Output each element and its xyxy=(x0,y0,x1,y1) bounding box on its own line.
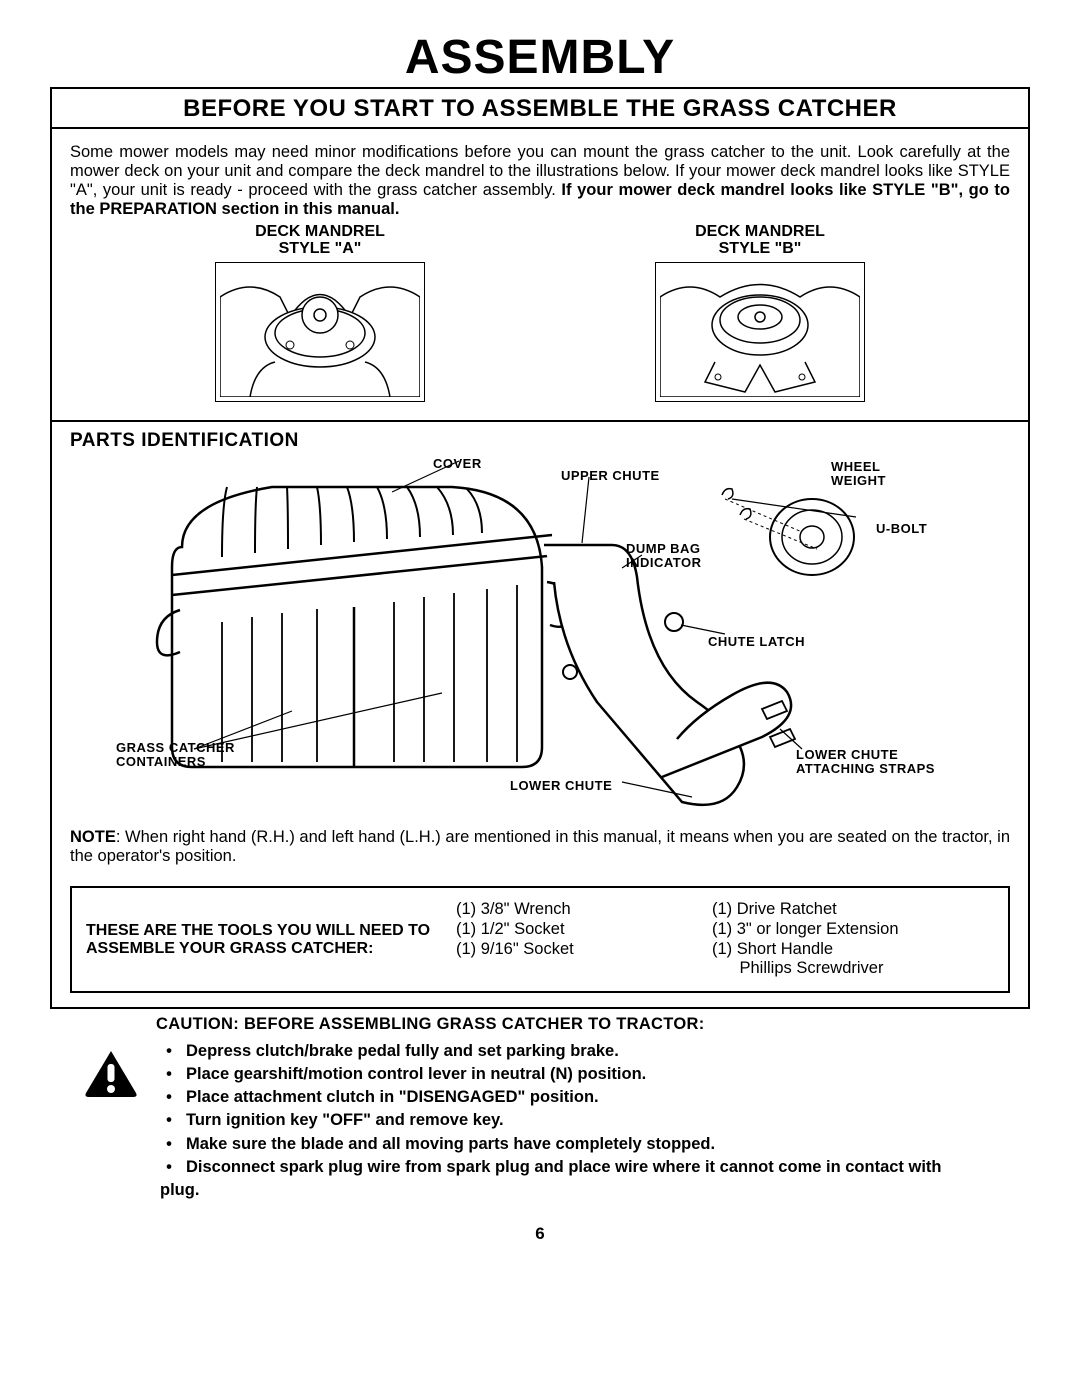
mandrel-b-figure xyxy=(655,262,865,402)
caution-item: Turn ignition key "OFF" and remove key. xyxy=(156,1109,970,1132)
tool-item: (1) 9/16" Socket xyxy=(456,940,712,960)
mandrel-a: DECK MANDREL STYLE "A" xyxy=(215,223,425,402)
mandrel-a-label: DECK MANDREL STYLE "A" xyxy=(215,223,425,258)
tool-item: (1) 3" or longer Extension xyxy=(712,920,968,940)
caution-item: Place attachment clutch in "DISENGAGED" … xyxy=(156,1086,970,1109)
note-body: : When right hand (R.H.) and left hand (… xyxy=(70,828,1010,865)
tools-box: THESE ARE THE TOOLS YOU WILL NEED TO ASS… xyxy=(70,886,1010,993)
mandrel-a-label-line2: STYLE "A" xyxy=(279,240,362,257)
tool-item: (1) 3/8" Wrench xyxy=(456,900,712,920)
callout-ubolt: U-BOLT xyxy=(876,522,927,536)
callout-lower-chute: LOWER CHUTE xyxy=(510,779,612,793)
intro-block: Some mower models may need minor modific… xyxy=(52,129,1028,420)
caution-block: CAUTION: BEFORE ASSEMBLING GRASS CATCHER… xyxy=(50,1009,1030,1218)
caution-list: Depress clutch/brake pedal fully and set… xyxy=(156,1040,970,1202)
callout-upper-chute: UPPER CHUTE xyxy=(561,469,660,483)
tool-item: Phillips Screwdriver xyxy=(712,959,968,979)
note-prefix: NOTE xyxy=(70,828,116,846)
tool-item: (1) Drive Ratchet xyxy=(712,900,968,920)
caution-item: Disconnect spark plug wire from spark pl… xyxy=(156,1156,970,1202)
warning-icon xyxy=(84,1049,138,1097)
page-title: ASSEMBLY xyxy=(50,30,1030,85)
tools-col-2: (1) Drive Ratchet(1) 3" or longer Extens… xyxy=(712,900,968,979)
caution-item: Make sure the blade and all moving parts… xyxy=(156,1133,970,1156)
caution-item: Place gearshift/motion control lever in … xyxy=(156,1063,970,1086)
mandrel-b-label: DECK MANDREL STYLE "B" xyxy=(655,223,865,258)
mandrel-row: DECK MANDREL STYLE "A" xyxy=(70,219,1010,412)
tool-item: (1) 1/2" Socket xyxy=(456,920,712,940)
section-heading: BEFORE YOU START TO ASSEMBLE THE GRASS C… xyxy=(52,89,1028,129)
mandrel-b-icon xyxy=(660,267,860,397)
mandrel-a-figure xyxy=(215,262,425,402)
tool-item: (1) Short Handle xyxy=(712,940,968,960)
caution-heading: CAUTION: BEFORE ASSEMBLING GRASS CATCHER… xyxy=(156,1015,970,1034)
note-text: NOTE: When right hand (R.H.) and left ha… xyxy=(70,828,1010,866)
callout-containers: GRASS CATCHER CONTAINERS xyxy=(116,741,236,768)
callout-dump-bag: DUMP BAG INDICATOR xyxy=(626,542,716,569)
tools-label: THESE ARE THE TOOLS YOU WILL NEED TO ASS… xyxy=(86,922,456,958)
note-block: NOTE: When right hand (R.H.) and left ha… xyxy=(52,822,1028,880)
caution-item: Depress clutch/brake pedal fully and set… xyxy=(156,1040,970,1063)
mandrel-a-label-line1: DECK MANDREL xyxy=(255,223,385,240)
mandrel-b-label-line1: DECK MANDREL xyxy=(695,223,825,240)
page-number: 6 xyxy=(50,1224,1030,1244)
callout-wheel-weight: WHEEL WEIGHT xyxy=(831,460,911,487)
intro-paragraph: Some mower models may need minor modific… xyxy=(70,143,1010,219)
caution-content: CAUTION: BEFORE ASSEMBLING GRASS CATCHER… xyxy=(156,1015,970,1202)
parts-figure: COVER UPPER CHUTE WHEEL WEIGHT U-BOLT DU… xyxy=(52,452,1028,822)
callout-chute-latch: CHUTE LATCH xyxy=(708,635,805,649)
callout-cover: COVER xyxy=(433,457,482,471)
mandrel-b-label-line2: STYLE "B" xyxy=(719,240,802,257)
tools-col-1: (1) 3/8" Wrench(1) 1/2" Socket(1) 9/16" … xyxy=(456,900,712,979)
tools-columns: (1) 3/8" Wrench(1) 1/2" Socket(1) 9/16" … xyxy=(456,900,968,979)
content-frame: BEFORE YOU START TO ASSEMBLE THE GRASS C… xyxy=(50,87,1030,1009)
mandrel-a-icon xyxy=(220,267,420,397)
mandrel-b: DECK MANDREL STYLE "B" xyxy=(655,223,865,402)
callout-straps: LOWER CHUTE ATTACHING STRAPS xyxy=(796,748,936,775)
